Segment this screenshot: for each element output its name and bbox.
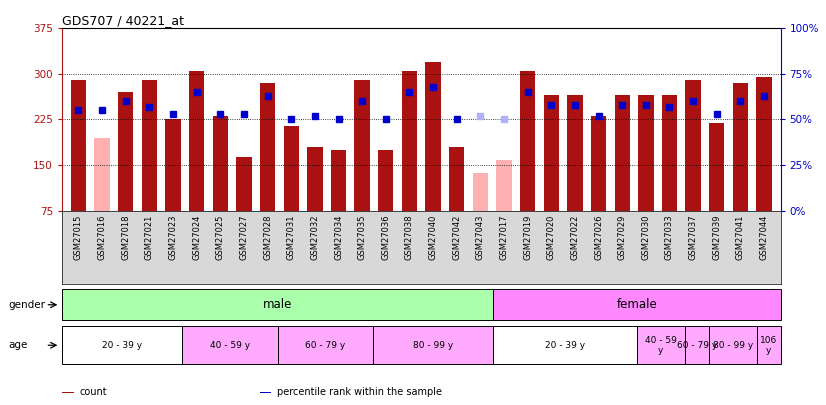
Bar <box>278 326 373 364</box>
Bar <box>354 80 370 211</box>
Bar <box>118 92 134 211</box>
Bar <box>71 80 86 211</box>
Text: GSM27029: GSM27029 <box>618 214 627 260</box>
Bar <box>733 83 748 211</box>
Text: count: count <box>80 387 107 397</box>
Bar <box>686 80 700 211</box>
Bar <box>493 289 781 320</box>
Bar <box>62 289 493 320</box>
Text: 60 - 79 y: 60 - 79 y <box>676 341 717 350</box>
Text: male: male <box>263 298 292 311</box>
Text: GSM27033: GSM27033 <box>665 214 674 260</box>
Text: female: female <box>616 298 657 311</box>
Text: GSM27039: GSM27039 <box>712 214 721 260</box>
Bar <box>94 138 110 211</box>
Text: GSM27021: GSM27021 <box>145 214 154 260</box>
Bar <box>373 326 493 364</box>
Text: GSM27023: GSM27023 <box>169 214 178 260</box>
Bar <box>260 83 275 211</box>
Text: 80 - 99 y: 80 - 99 y <box>713 341 752 350</box>
Bar <box>496 160 511 211</box>
Bar <box>638 95 653 211</box>
Text: GSM27038: GSM27038 <box>405 214 414 260</box>
Bar <box>493 326 637 364</box>
Text: 20 - 39 y: 20 - 39 y <box>102 341 142 350</box>
Bar <box>378 150 393 211</box>
Bar <box>62 326 182 364</box>
Bar <box>567 95 582 211</box>
Text: GSM27026: GSM27026 <box>594 214 603 260</box>
Text: GSM27022: GSM27022 <box>571 214 579 260</box>
Bar <box>757 77 771 211</box>
Bar <box>331 150 346 211</box>
Bar <box>189 71 204 211</box>
Text: GSM27044: GSM27044 <box>760 214 768 260</box>
Text: 60 - 79 y: 60 - 79 y <box>306 341 345 350</box>
Bar <box>449 147 464 211</box>
Text: GSM27024: GSM27024 <box>192 214 202 260</box>
Bar <box>259 392 272 393</box>
Text: GSM27041: GSM27041 <box>736 214 745 260</box>
Bar <box>544 95 559 211</box>
Bar <box>709 122 724 211</box>
Text: GSM27028: GSM27028 <box>263 214 272 260</box>
Bar <box>685 326 709 364</box>
Text: percentile rank within the sample: percentile rank within the sample <box>278 387 443 397</box>
Text: GSM27017: GSM27017 <box>500 214 509 260</box>
Text: GSM27043: GSM27043 <box>476 214 485 260</box>
Bar <box>142 80 157 211</box>
Text: 106
y: 106 y <box>760 336 777 355</box>
Text: GSM27025: GSM27025 <box>216 214 225 260</box>
Text: GSM27037: GSM27037 <box>689 214 698 260</box>
Text: GSM27035: GSM27035 <box>358 214 367 260</box>
Bar <box>62 392 74 393</box>
Bar <box>662 95 677 211</box>
Text: GSM27016: GSM27016 <box>97 214 107 260</box>
Text: GSM27015: GSM27015 <box>74 214 83 260</box>
Bar <box>182 326 278 364</box>
Text: GSM27019: GSM27019 <box>523 214 532 260</box>
Bar <box>307 147 323 211</box>
Text: GSM27042: GSM27042 <box>452 214 461 260</box>
Bar <box>425 62 441 211</box>
Bar <box>591 116 606 211</box>
Text: 80 - 99 y: 80 - 99 y <box>413 341 453 350</box>
Bar <box>212 116 228 211</box>
Bar <box>520 71 535 211</box>
Bar <box>401 71 417 211</box>
Bar <box>709 326 757 364</box>
Bar <box>236 157 252 211</box>
Bar <box>615 95 630 211</box>
Text: 40 - 59
y: 40 - 59 y <box>645 336 676 355</box>
Bar <box>637 326 685 364</box>
Text: 40 - 59 y: 40 - 59 y <box>210 341 249 350</box>
Bar <box>757 326 781 364</box>
Text: GSM27036: GSM27036 <box>382 214 391 260</box>
Text: GSM27027: GSM27027 <box>240 214 249 260</box>
Text: GSM27020: GSM27020 <box>547 214 556 260</box>
Text: gender: gender <box>8 300 45 310</box>
Text: GSM27018: GSM27018 <box>121 214 131 260</box>
Bar <box>283 126 299 211</box>
Text: GSM27031: GSM27031 <box>287 214 296 260</box>
Bar <box>472 173 488 211</box>
Text: GSM27040: GSM27040 <box>429 214 438 260</box>
Text: GDS707 / 40221_at: GDS707 / 40221_at <box>62 14 184 27</box>
Text: GSM27030: GSM27030 <box>641 214 650 260</box>
Text: age: age <box>8 340 27 350</box>
Text: GSM27034: GSM27034 <box>334 214 343 260</box>
Text: GSM27032: GSM27032 <box>311 214 320 260</box>
Text: 20 - 39 y: 20 - 39 y <box>545 341 585 350</box>
Bar <box>165 119 181 211</box>
